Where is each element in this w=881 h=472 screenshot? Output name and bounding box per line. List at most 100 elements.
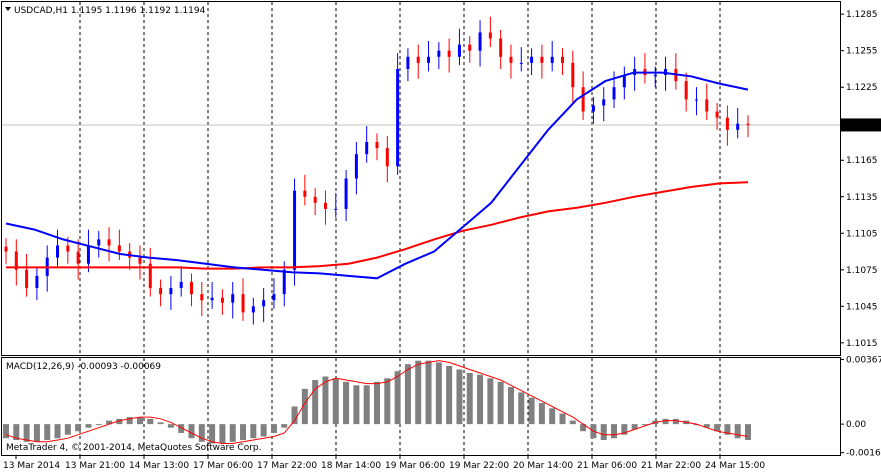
- macd-histogram-bar: [322, 376, 329, 425]
- macd-tick-label: 0.00367: [846, 355, 881, 365]
- price-tick-label: 1.1045: [846, 302, 878, 312]
- candle-body: [746, 123, 750, 125]
- macd-histogram-bar: [281, 424, 288, 428]
- candle-body: [375, 141, 379, 149]
- candle-body: [179, 281, 183, 289]
- time-axis: 13 Mar 2014 13 Mar 21:00 14 Mar 13:00 17 Ma…: [3, 456, 765, 471]
- time-tick-label: 13 Mar 2014: [3, 461, 60, 471]
- price-panel[interactable]: [1, 1, 841, 356]
- macd-histogram-bar: [178, 424, 185, 433]
- macd-histogram-bar: [363, 385, 370, 425]
- macd-histogram-bar: [672, 418, 679, 425]
- macd-histogram-bar: [64, 424, 71, 435]
- macd-histogram-bar: [85, 424, 92, 428]
- macd-signal-line: [5, 360, 749, 444]
- macd-histogram-bar: [54, 424, 61, 439]
- candle-body: [622, 75, 626, 88]
- candle-body: [354, 154, 358, 179]
- macd-histogram-bar: [219, 424, 226, 444]
- candle-body: [169, 288, 173, 295]
- macd-histogram-bar: [528, 397, 535, 425]
- macd-histogram-bar: [435, 362, 442, 425]
- candle-body: [561, 56, 564, 63]
- candle-body: [406, 56, 410, 69]
- macd-histogram-bar: [734, 424, 741, 439]
- candle-body: [530, 56, 534, 63]
- macd-histogram-bar: [569, 420, 576, 425]
- macd-axis: 0.00367 0.00 -0.00162: [840, 355, 881, 459]
- time-tick-label: 19 Mar 22:00: [449, 461, 509, 471]
- macd-histogram-bar: [260, 424, 267, 437]
- candle-body: [97, 239, 101, 246]
- macd-histogram-bar: [631, 424, 638, 430]
- candle-body: [272, 294, 276, 301]
- price-tick-label: 1.1255: [846, 47, 878, 57]
- candle-body: [117, 245, 121, 252]
- candle-body: [231, 294, 235, 303]
- macd-histogram-bar: [724, 424, 731, 435]
- macd-histogram-bar: [44, 424, 51, 441]
- macd-tick-label: -0.00162: [846, 449, 881, 459]
- macd-label: MACD(12,26,9) -0.00093 -0.00069: [6, 362, 161, 372]
- candle-body: [591, 105, 595, 112]
- macd-histogram-bar: [198, 424, 205, 442]
- candle-body: [220, 297, 224, 303]
- macd-histogram-bar: [404, 364, 411, 425]
- candle-body: [76, 251, 80, 264]
- time-tick-label: 17 Mar 22:00: [257, 461, 317, 471]
- time-tick-label: 21 Mar 22:00: [641, 461, 701, 471]
- macd-histogram-bar: [116, 418, 123, 425]
- macd-histogram-bar: [662, 418, 669, 425]
- macd-histogram-bar: [147, 418, 154, 425]
- macd-histogram-bar: [641, 424, 648, 426]
- macd-histogram-bar: [425, 360, 432, 425]
- current-price-label: 1.1194: [845, 121, 877, 131]
- candle-body: [190, 281, 193, 295]
- macd-histogram-bar: [487, 378, 494, 425]
- macd-histogram-bar: [353, 385, 360, 425]
- candle-body: [56, 245, 60, 258]
- macd-histogram-bar: [446, 365, 453, 425]
- macd-histogram-bar: [394, 371, 401, 425]
- price-axis: 1.1285 1.1255 1.1225 1.1165 1.1135 1.1105 1.10…: [840, 10, 878, 349]
- candle-body: [200, 294, 204, 301]
- macd-histogram-bar: [580, 424, 587, 432]
- macd-histogram-bar: [3, 424, 9, 439]
- macd-histogram-bar: [497, 381, 504, 425]
- macd-histogram-bar: [549, 408, 556, 425]
- candle-body: [35, 275, 39, 289]
- macd-histogram-bar: [209, 424, 216, 444]
- candle-body: [488, 32, 492, 39]
- candle-body: [396, 68, 400, 167]
- macd-histogram-bar: [75, 424, 82, 432]
- candle-body: [66, 245, 70, 252]
- macd-histogram-bar: [250, 424, 257, 439]
- copyright-text: MetaTrader 4, © 2001-2014, MetaQuotes So…: [6, 443, 262, 453]
- candle-body: [519, 62, 523, 64]
- macd-histogram-bar: [136, 417, 143, 425]
- time-tick-label: 24 Mar 15:00: [705, 461, 765, 471]
- macd-histogram-bar: [167, 424, 174, 428]
- macd-histogram-bar: [23, 424, 30, 442]
- triangle-down-icon[interactable]: [5, 7, 11, 11]
- macd-histogram-bar: [714, 424, 721, 432]
- symbol-title: USDCAD,H1 1.1195 1.1196 1.1192 1.1194: [14, 6, 206, 16]
- macd-histogram-bar: [126, 417, 133, 425]
- macd-histogram-bar: [611, 424, 618, 439]
- candle-body: [602, 99, 606, 106]
- candle-body: [344, 178, 348, 209]
- candle-body: [550, 56, 554, 63]
- time-tick-label: 13 Mar 21:00: [65, 461, 125, 471]
- current-price-tag: [841, 118, 881, 132]
- vertical-grid: [79, 2, 721, 455]
- macd-histogram-bar: [301, 388, 308, 425]
- candle-body: [684, 81, 688, 100]
- macd-histogram-bar: [270, 424, 277, 433]
- price-tick-label: 1.1105: [846, 229, 878, 239]
- candle-body: [664, 68, 668, 76]
- macd-panel[interactable]: [1, 357, 841, 456]
- macd-histogram-bar: [466, 372, 473, 425]
- candle-body: [210, 297, 214, 301]
- price-tick-label: 1.1015: [846, 339, 878, 349]
